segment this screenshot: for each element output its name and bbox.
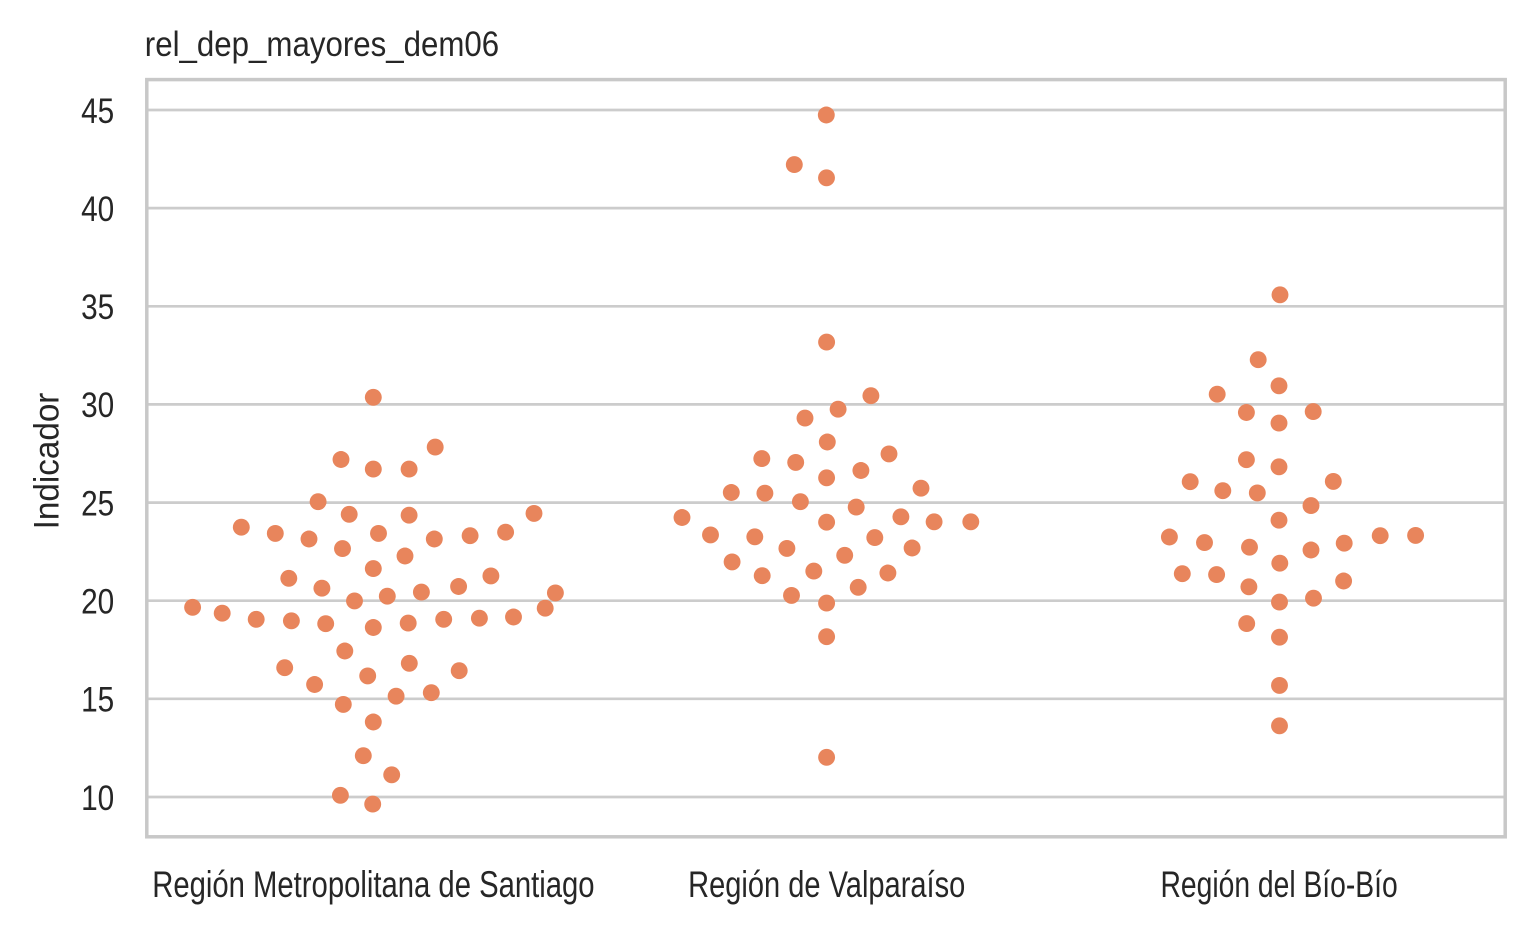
svg-text:20: 20	[81, 582, 114, 621]
svg-text:Región de Valparaíso: Región de Valparaíso	[688, 865, 965, 906]
svg-text:30: 30	[81, 386, 114, 425]
svg-text:35: 35	[81, 288, 114, 327]
svg-text:40: 40	[81, 190, 114, 229]
svg-text:Indicador: Indicador	[28, 393, 67, 530]
svg-text:25: 25	[81, 484, 114, 523]
svg-text:Región Metropolitana de Santia: Región Metropolitana de Santiago	[152, 865, 594, 906]
svg-text:10: 10	[81, 779, 114, 818]
svg-text:rel_dep_mayores_dem06: rel_dep_mayores_dem06	[145, 25, 499, 64]
svg-text:Región del Bío-Bío: Región del Bío-Bío	[1161, 863, 1398, 905]
svg-text:45: 45	[81, 92, 114, 131]
svg-text:15: 15	[81, 680, 114, 719]
